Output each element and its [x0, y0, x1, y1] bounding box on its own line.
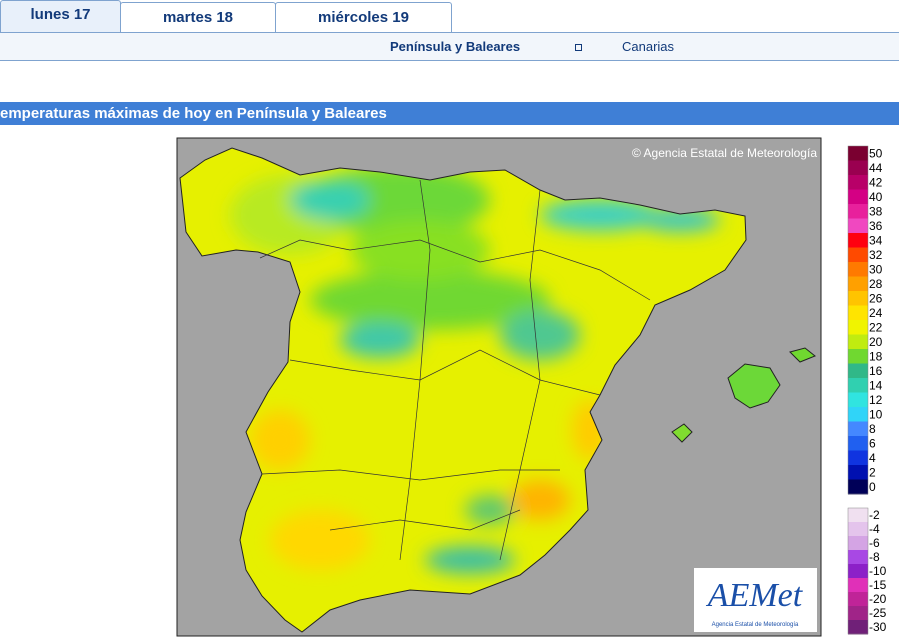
- legend-swatch: [848, 479, 868, 495]
- legend-swatch: [848, 578, 868, 593]
- legend-swatch: [848, 450, 868, 466]
- legend-label: 12: [869, 393, 883, 407]
- legend-swatch: [848, 218, 868, 234]
- legend-swatch: [848, 305, 868, 321]
- legend-label: 40: [869, 190, 883, 204]
- legend-swatch: [848, 606, 868, 621]
- legend-label: -6: [869, 536, 880, 550]
- day-tab[interactable]: lunes 17: [0, 0, 121, 33]
- legend-swatch: [848, 262, 868, 277]
- legend-swatch: [848, 160, 868, 176]
- copyright: © Agencia Estatal de Meteorología: [632, 146, 817, 160]
- legend-swatch: [848, 378, 868, 393]
- legend-label: 10: [869, 407, 883, 421]
- legend-swatch: [848, 421, 868, 437]
- legend-label: 28: [869, 277, 883, 291]
- legend-label: 34: [869, 233, 883, 247]
- legend-swatch: [848, 334, 868, 350]
- legend-label: 4: [869, 451, 876, 465]
- logo-box: [694, 568, 817, 632]
- legend-label: 0: [869, 480, 876, 494]
- island: [671, 423, 693, 443]
- legend-swatch: [848, 349, 868, 364]
- legend-swatch: [848, 522, 868, 537]
- legend-swatch: [848, 620, 868, 635]
- legend-label: 42: [869, 175, 883, 189]
- legend-label: 14: [869, 378, 883, 392]
- island: [727, 363, 781, 409]
- sub-navigation: Península y Baleares Canarias: [0, 33, 899, 61]
- legend-swatch: [848, 291, 868, 306]
- island: [789, 347, 816, 363]
- legend-label: -10: [869, 564, 887, 578]
- legend-swatch: [848, 436, 868, 451]
- legend-swatch: [848, 247, 868, 263]
- legend-label: 8: [869, 422, 876, 436]
- day-tab[interactable]: martes 18: [120, 2, 276, 32]
- legend-swatch: [848, 465, 868, 480]
- legend-label: 32: [869, 248, 883, 262]
- temperature-field: [180, 148, 746, 632]
- legend-border: [847, 145, 869, 495]
- legend-label: 24: [869, 306, 883, 320]
- legend-label: 2: [869, 465, 876, 479]
- legend-label: 18: [869, 349, 883, 363]
- legend-label: 30: [869, 262, 883, 276]
- legend-label: -4: [869, 522, 880, 536]
- logo: AEMet: [706, 577, 804, 614]
- legend-label: 38: [869, 204, 883, 218]
- legend-label: -15: [869, 578, 887, 592]
- legend-label: 36: [869, 219, 883, 233]
- legend-label: 6: [869, 436, 876, 450]
- legend-swatch: [848, 189, 868, 205]
- legend-label: 22: [869, 320, 883, 334]
- legend-swatch: [848, 592, 868, 607]
- region-borders: [259, 179, 651, 561]
- tab-line: [0, 32, 899, 33]
- legend-label: 50: [869, 146, 883, 160]
- separator-icon: [575, 44, 582, 51]
- legend-swatch: [848, 550, 868, 565]
- legend-label: -8: [869, 550, 880, 564]
- legend-label: -2: [869, 508, 880, 522]
- legend-label: 16: [869, 364, 883, 378]
- legend-swatch: [848, 276, 868, 292]
- legend-swatch: [848, 508, 868, 523]
- legend-swatch: [848, 363, 868, 379]
- logo-caption: Agencia Estatal de Meteorología: [712, 622, 799, 628]
- region-link[interactable]: Península y Baleares: [390, 39, 521, 54]
- legend-swatch: [848, 407, 868, 422]
- day-tab[interactable]: miércoles 19: [275, 2, 452, 32]
- legend-swatch: [848, 536, 868, 551]
- region-link[interactable]: Canarias: [622, 39, 675, 54]
- color-legend: 5044424038363432302826242220181614121086…: [847, 145, 887, 635]
- legend-swatch: [848, 392, 868, 408]
- legend-label: 44: [869, 161, 883, 175]
- map-frame: [176, 137, 822, 637]
- legend-label: 20: [869, 335, 883, 349]
- legend-swatch: [848, 204, 868, 219]
- legend-label: -20: [869, 592, 887, 606]
- section-title: emperaturas máximas de hoy en Península …: [0, 102, 899, 125]
- legend-label: 26: [869, 291, 883, 305]
- legend-border: [847, 507, 869, 635]
- legend-swatch: [848, 175, 868, 190]
- legend-swatch: [848, 564, 868, 579]
- legend-label: -30: [869, 620, 887, 634]
- legend-swatch: [848, 233, 868, 248]
- legend-swatch: [848, 320, 868, 335]
- legend-swatch: [848, 146, 868, 161]
- legend-label: -25: [869, 606, 887, 620]
